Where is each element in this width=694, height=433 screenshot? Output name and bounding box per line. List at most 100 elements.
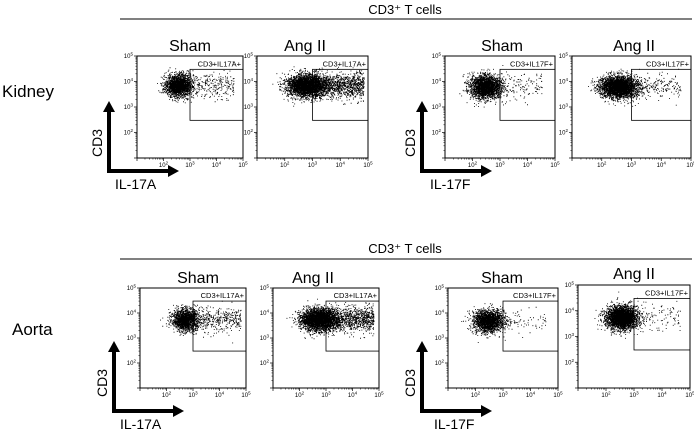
x-arrowhead — [168, 165, 179, 177]
y-tick-label: 102 — [565, 358, 575, 367]
y-tick-label: 103 — [260, 334, 270, 343]
axis-arrows-il17f: CD3 IL-17F — [402, 341, 492, 432]
y-arrowhead — [103, 101, 115, 112]
y-tick-label: 105 — [432, 52, 442, 61]
x-arrowhead — [481, 405, 492, 417]
gate — [499, 68, 556, 121]
gate-label: CD3+IL17F+ — [646, 59, 690, 68]
x-tick-label: 102 — [471, 391, 481, 400]
y-tick-label: 104 — [244, 77, 254, 86]
x-tick-label: 103 — [185, 161, 195, 170]
events — [594, 291, 681, 339]
gate-label: CD3+IL17A+ — [323, 59, 367, 68]
gate-label: CD3+IL17A+ — [198, 59, 242, 68]
y-tick-label: 103 — [435, 334, 445, 343]
plot-title: Sham — [177, 270, 219, 287]
y-tick-label: 105 — [124, 52, 134, 61]
y-arrowhead — [416, 101, 428, 112]
x-tick-label: 103 — [321, 391, 331, 400]
plot-title: Sham — [169, 38, 211, 55]
y-tick-label: 103 — [559, 103, 569, 112]
x-tick-label: 104 — [657, 161, 667, 170]
x-axis-label: IL-17A — [115, 176, 157, 192]
y-tick-label: 103 — [244, 103, 254, 112]
y-tick-label: 105 — [435, 284, 445, 293]
events — [461, 303, 547, 343]
y-arrowhead — [416, 341, 428, 352]
plot-title: Ang II — [292, 270, 334, 287]
x-tick-label: 104 — [526, 391, 536, 400]
y-tick-label: 104 — [260, 309, 270, 318]
plot-title: Sham — [481, 270, 523, 287]
plot-kidney-il17a-angii: CD3+IL17A+ 102 103 104 105 102 103 104 105 — [244, 52, 373, 170]
y-tick-label: 103 — [124, 103, 134, 112]
aorta-panel: CD3⁺ T cells Aorta Sham Ang II Sham Ang … — [12, 241, 694, 432]
y-arrowhead — [108, 341, 120, 352]
x-tick-label: 104 — [523, 161, 533, 170]
gate — [189, 68, 244, 121]
y-tick-label: 105 — [559, 52, 569, 61]
gate-label: CD3+IL17A+ — [334, 291, 378, 300]
y-tick-label: 103 — [127, 334, 137, 343]
y-tick-label: 105 — [244, 52, 254, 61]
x-tick-label: 105 — [686, 161, 694, 170]
y-tick-label: 102 — [432, 128, 442, 137]
panel-header: CD3⁺ T cells — [368, 2, 442, 17]
x-tick-label: 102 — [295, 391, 305, 400]
x-arrowhead — [173, 405, 184, 417]
x-tick-label: 102 — [601, 391, 611, 400]
gate-label: CD3+IL17F+ — [513, 291, 557, 300]
y-tick-label: 103 — [565, 332, 575, 341]
x-axis-label: IL-17A — [120, 416, 162, 432]
y-axis-label: CD3 — [402, 369, 418, 397]
gate — [631, 68, 692, 121]
x-tick-label: 102 — [468, 161, 478, 170]
x-tick-label: 102 — [280, 161, 290, 170]
y-tick-label: 102 — [127, 359, 137, 368]
axis-arrows-il17a: CD3 IL-17A — [94, 341, 184, 432]
plot-aorta-il17a-sham: CD3+IL17A+ 102 103 104 105 102 103 104 105 — [127, 284, 251, 400]
gate-label: CD3+IL17F+ — [510, 59, 554, 68]
kidney-panel: CD3⁺ T cells Kidney Sham Ang II Sham Ang… — [2, 2, 694, 192]
plot-title: Ang II — [284, 38, 326, 55]
plot-kidney-il17f-angii: CD3+IL17F+ 102 103 104 105 102 103 104 105 — [559, 52, 694, 170]
events — [588, 68, 682, 107]
y-tick-label: 104 — [432, 77, 442, 86]
x-tick-label: 105 — [238, 161, 248, 170]
gate — [312, 68, 369, 121]
y-tick-label: 103 — [432, 103, 442, 112]
x-tick-label: 105 — [553, 391, 563, 400]
x-tick-label: 102 — [162, 391, 172, 400]
x-axis-label: IL-17F — [434, 416, 474, 432]
plot-title: Sham — [481, 38, 523, 55]
y-tick-label: 102 — [559, 128, 569, 137]
y-tick-label: 105 — [260, 284, 270, 293]
row-label: Aorta — [12, 320, 53, 339]
plot-aorta-il17a-angii: CD3+IL17A+ 102 103 104 105 102 103 104 105 — [260, 284, 384, 400]
x-tick-label: 105 — [363, 161, 373, 170]
x-arrowhead — [481, 165, 492, 177]
x-tick-label: 104 — [336, 161, 346, 170]
gate — [192, 300, 247, 352]
events — [160, 300, 242, 344]
gate-label: CD3+IL17A+ — [201, 291, 245, 300]
y-tick-label: 102 — [124, 128, 134, 137]
y-tick-label: 105 — [565, 281, 575, 290]
x-tick-label: 105 — [685, 391, 694, 400]
y-tick-label: 102 — [435, 359, 445, 368]
y-axis-label: CD3 — [89, 129, 105, 157]
x-tick-label: 103 — [495, 161, 505, 170]
panel-header: CD3⁺ T cells — [368, 241, 442, 256]
x-tick-label: 105 — [374, 391, 384, 400]
events — [286, 298, 375, 340]
y-tick-label: 104 — [559, 77, 569, 86]
events — [459, 65, 543, 108]
x-tick-label: 103 — [629, 391, 639, 400]
gate — [633, 298, 691, 351]
x-axis-label: IL-17F — [430, 176, 470, 192]
y-axis-label: CD3 — [402, 129, 418, 157]
y-tick-label: 102 — [260, 359, 270, 368]
axis-arrows-il17f: CD3 IL-17F — [402, 101, 492, 192]
events — [272, 66, 365, 107]
plot-aorta-il17f-angii: CD3+IL17F+ 102 103 104 105 102 103 104 105 — [565, 281, 694, 400]
